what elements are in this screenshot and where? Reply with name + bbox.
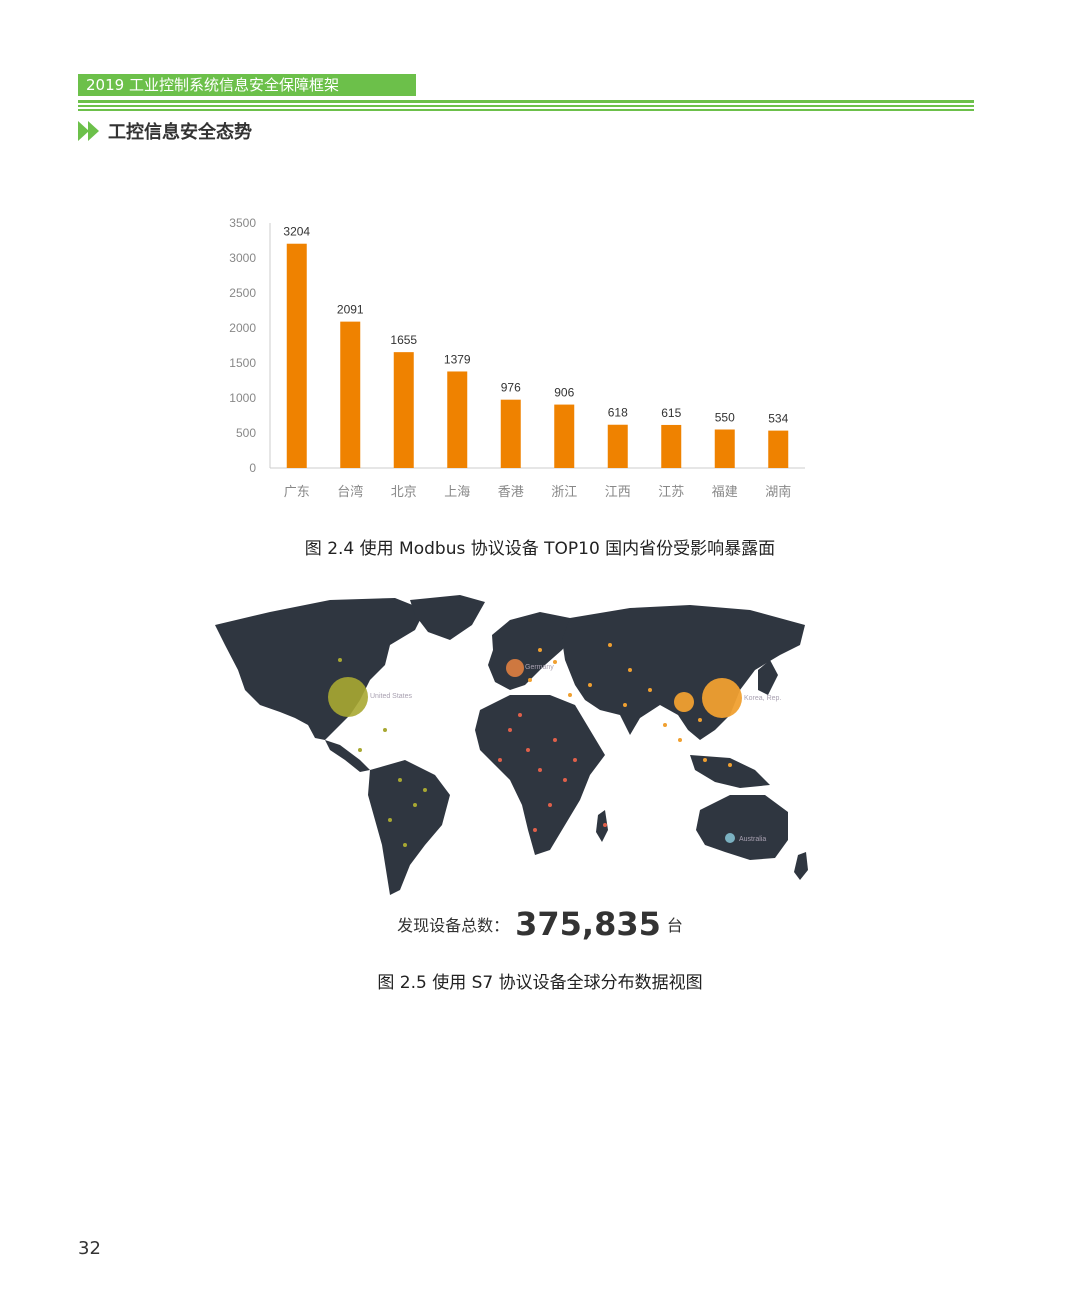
- japan: [758, 660, 778, 695]
- y-tick-label: 1500: [229, 356, 256, 370]
- data-label: 550: [715, 411, 735, 425]
- data-label: 618: [608, 406, 628, 420]
- y-tick-label: 2500: [229, 286, 256, 300]
- y-tick-label: 3500: [229, 216, 256, 230]
- bar: [500, 399, 521, 468]
- x-tick-label: 香港: [498, 485, 524, 500]
- label-australia: Australia: [739, 836, 766, 843]
- section-heading: 工控信息安全态势: [78, 119, 252, 143]
- bar: [607, 424, 628, 468]
- southeast-asia-islands: [690, 755, 770, 788]
- bar: [447, 371, 468, 468]
- greenland: [410, 595, 485, 640]
- x-tick-label: 北京: [391, 485, 417, 500]
- x-tick-label: 上海: [444, 485, 470, 500]
- bubble-australia: [725, 833, 735, 843]
- double-chevron-icon: [78, 121, 99, 141]
- total-value: 375,835: [515, 905, 661, 943]
- north-america: [215, 598, 425, 740]
- bubble-dots-green: [338, 658, 427, 847]
- x-tick-label: 福建: [712, 485, 738, 500]
- label-germany: Germany: [525, 664, 554, 671]
- x-tick-label: 江西: [605, 485, 631, 500]
- header-rule-top: [78, 100, 974, 103]
- x-tick-label: 湖南: [765, 484, 791, 500]
- y-tick-label: 3000: [229, 251, 256, 265]
- total-unit: 台: [666, 916, 683, 935]
- map-bubbles: [328, 643, 742, 847]
- new-zealand: [794, 852, 808, 880]
- bubble-us: [328, 677, 368, 717]
- world-map: United States Germany Korea, Rep. Austra…: [210, 590, 810, 900]
- data-label: 3204: [283, 225, 310, 239]
- europe: [488, 612, 575, 690]
- map-labels: United States Germany Korea, Rep. Austra…: [370, 664, 781, 843]
- bar: [714, 429, 735, 468]
- x-tick-label: 台湾: [337, 484, 363, 500]
- madagascar: [596, 810, 608, 842]
- total-label: 发现设备总数：: [397, 916, 510, 935]
- data-label: 615: [661, 406, 681, 420]
- data-label: 534: [768, 412, 788, 426]
- bubble-korea: [702, 678, 742, 718]
- section-title: 工控信息安全态势: [108, 122, 252, 143]
- bubble-dots-red: [498, 713, 607, 832]
- figure-caption-1: 图 2.4 使用 Modbus 协议设备 TOP10 国内省份受影响暴露面: [304, 539, 776, 559]
- bar: [661, 424, 682, 468]
- data-label: 2091: [337, 303, 364, 317]
- map-landmass: [215, 595, 808, 895]
- bar: [393, 352, 414, 468]
- label-korea: Korea, Rep.: [744, 695, 781, 702]
- y-tick-label: 1000: [229, 391, 256, 405]
- header-rule-bottom: [78, 109, 974, 111]
- y-tick-label: 0: [249, 461, 256, 475]
- header-rule-mid: [78, 105, 974, 107]
- bubble-china: [674, 692, 694, 712]
- bar: [768, 430, 789, 468]
- label-us: United States: [370, 693, 413, 700]
- bar: [340, 321, 361, 468]
- page-number: 32: [78, 1238, 101, 1259]
- africa: [475, 695, 605, 855]
- y-tick-label: 2000: [229, 321, 256, 335]
- bubble-dots-orange: [528, 643, 732, 767]
- x-tick-label: 浙江: [551, 485, 577, 500]
- device-total: 发现设备总数： 375,835 台: [0, 905, 1080, 943]
- header-title: 2019 工业控制系统信息安全保障框架: [78, 74, 416, 96]
- south-america: [368, 760, 450, 895]
- data-label: 976: [501, 381, 521, 395]
- bubble-germany: [506, 659, 524, 677]
- data-label: 906: [554, 386, 574, 400]
- y-tick-label: 500: [236, 426, 256, 440]
- central-america: [325, 740, 370, 772]
- x-tick-label: 广东: [284, 485, 310, 500]
- bar-chart: 0 500 1000 1500 2000 2500 3000 3500 3204 广东 2091 台湾…: [229, 216, 805, 500]
- australia: [696, 795, 788, 860]
- figure-caption-2: 图 2.5 使用 S7 协议设备全球分布数据视图: [377, 973, 703, 993]
- data-label: 1379: [444, 352, 471, 366]
- x-tick-label: 江苏: [658, 484, 684, 500]
- data-label: 1655: [390, 333, 417, 347]
- asia: [562, 605, 805, 740]
- bar: [554, 404, 575, 468]
- bar: [286, 243, 307, 468]
